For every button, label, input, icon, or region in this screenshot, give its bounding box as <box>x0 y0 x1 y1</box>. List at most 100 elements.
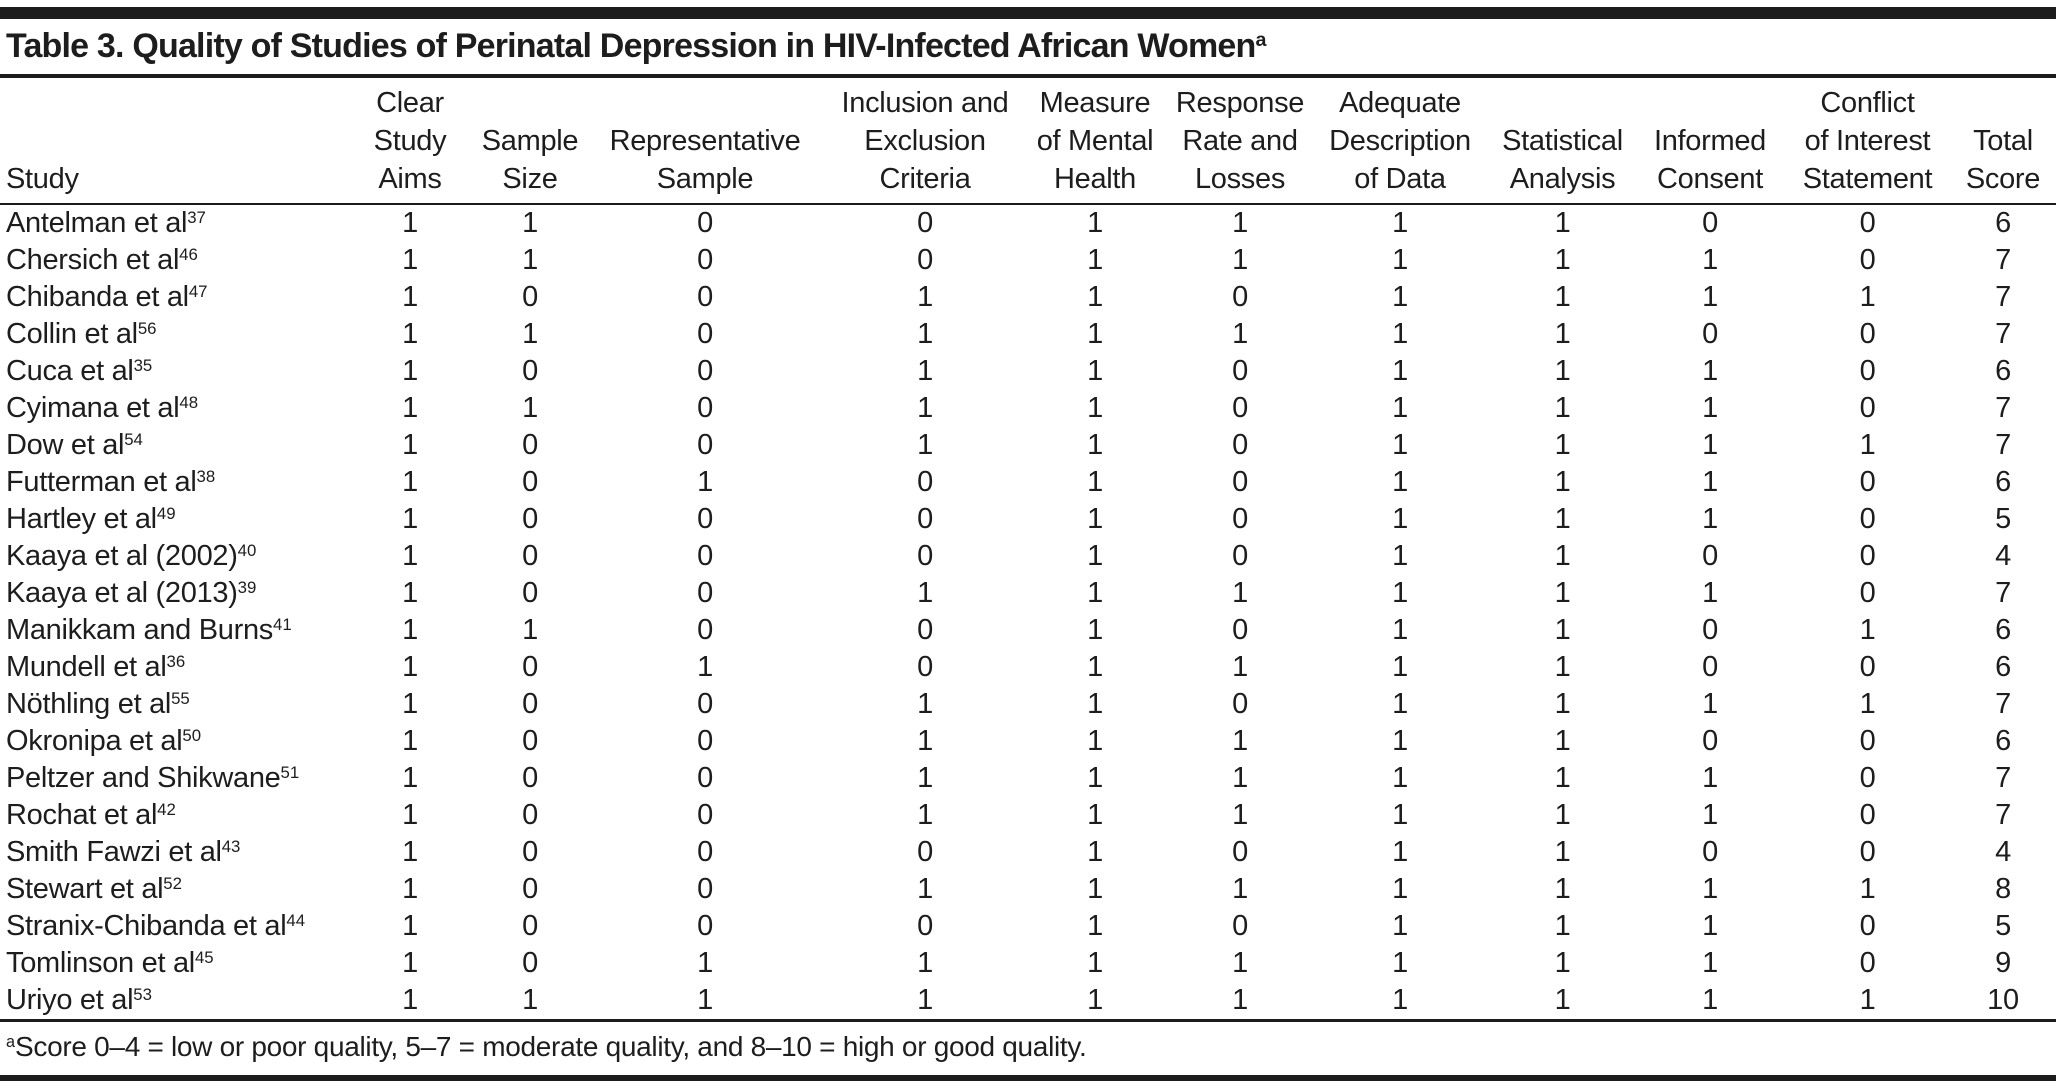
score-cell: 0 <box>697 355 713 387</box>
score-cell: 0 <box>1859 910 1876 942</box>
score-cell: 0 <box>1232 466 1248 498</box>
column-header-conflict-of-interest: Conflict of Interest Statement <box>1785 78 1950 205</box>
score-cell: 1 <box>1702 577 1718 609</box>
score-cell: 1 <box>1087 355 1103 387</box>
score-cell: 0 <box>1232 281 1248 313</box>
total-score-cell: 7 <box>1995 318 2011 350</box>
table-title: Table 3. Quality of Studies of Perinatal… <box>0 19 2056 74</box>
score-cell: 1 <box>402 873 418 905</box>
score-cell: 0 <box>1702 207 1718 239</box>
score-cell: 1 <box>402 281 418 313</box>
column-header-measure-mental-health: Measure of Mental Health <box>1020 78 1170 205</box>
study-cell: Smith Fawzi et al43 <box>6 836 241 868</box>
bottom-rule <box>0 1075 2056 1081</box>
score-cell: 1 <box>917 318 933 350</box>
score-cell: 1 <box>1392 873 1408 905</box>
title-footnote-marker: a <box>1255 29 1267 52</box>
score-cell: 1 <box>917 762 933 794</box>
reference-superscript: 41 <box>273 614 292 634</box>
score-cell: 1 <box>1702 910 1718 942</box>
table-row: Cyimana et al48 1 1 0 1 1 0 1 1 1 0 7 <box>0 390 2056 427</box>
score-cell: 1 <box>917 984 933 1016</box>
table-body: Antelman et al37 1 1 0 0 1 1 1 1 0 0 6 Chersich et a… <box>0 204 2056 1019</box>
score-cell: 0 <box>917 910 933 942</box>
score-cell: 0 <box>1859 577 1876 609</box>
score-cell: 0 <box>697 688 713 720</box>
total-score-cell: 6 <box>1995 725 2011 757</box>
score-cell: 1 <box>917 725 933 757</box>
score-cell: 1 <box>1554 984 1571 1016</box>
study-cell: Cyimana et al48 <box>6 392 199 424</box>
table-row: Futterman et al38 1 0 1 0 1 0 1 1 1 0 6 <box>0 464 2056 501</box>
score-cell: 0 <box>917 244 933 276</box>
score-cell: 1 <box>917 355 933 387</box>
score-cell: 1 <box>917 873 933 905</box>
score-cell: 1 <box>522 614 538 646</box>
table-title-text: Table 3. Quality of Studies of Perinatal… <box>6 27 1256 65</box>
score-cell: 0 <box>1232 392 1248 424</box>
score-cell: 1 <box>402 503 418 535</box>
study-cell: Manikkam and Burns41 <box>6 614 292 646</box>
score-cell: 0 <box>1702 651 1718 683</box>
score-cell: 0 <box>697 244 713 276</box>
score-cell: 0 <box>697 577 713 609</box>
score-cell: 0 <box>1859 540 1876 572</box>
score-cell: 0 <box>697 318 713 350</box>
score-cell: 1 <box>402 577 418 609</box>
score-cell: 1 <box>1087 281 1103 313</box>
reference-superscript: 44 <box>286 910 306 930</box>
header-row: Study Clear Study Aims Sample Size Representat… <box>0 78 2056 205</box>
score-cell: 0 <box>917 207 933 239</box>
reference-superscript: 37 <box>187 207 206 227</box>
score-cell: 1 <box>917 688 933 720</box>
score-cell: 1 <box>1702 355 1718 387</box>
score-cell: 1 <box>402 799 418 831</box>
study-cell: Chersich et al46 <box>6 244 198 276</box>
reference-superscript: 56 <box>137 318 157 338</box>
score-cell: 0 <box>697 762 713 794</box>
score-cell: 1 <box>1232 947 1248 979</box>
score-cell: 0 <box>1702 614 1718 646</box>
table-row: Mundell et al36 1 0 1 0 1 1 1 1 0 0 6 <box>0 649 2056 686</box>
study-cell: Stranix-Chibanda et al44 <box>6 910 306 942</box>
score-cell: 0 <box>522 540 538 572</box>
score-cell: 1 <box>402 429 418 461</box>
score-cell: 1 <box>917 281 933 313</box>
score-cell: 1 <box>1859 429 1876 461</box>
table-row: Smith Fawzi et al43 1 0 0 0 1 0 1 1 0 0 4 <box>0 834 2056 871</box>
total-score-cell: 10 <box>1987 984 2019 1016</box>
score-cell: 0 <box>1859 503 1876 535</box>
study-cell: Rochat et al42 <box>6 799 176 831</box>
score-cell: 0 <box>1232 910 1248 942</box>
score-cell: 1 <box>1702 244 1718 276</box>
score-cell: 1 <box>402 947 418 979</box>
reference-superscript: 55 <box>171 688 190 708</box>
score-cell: 1 <box>1087 318 1103 350</box>
score-cell: 1 <box>1554 688 1571 720</box>
score-cell: 1 <box>1554 466 1571 498</box>
total-score-cell: 5 <box>1995 503 2011 535</box>
study-cell: Kaaya et al (2013)39 <box>6 577 257 609</box>
score-cell: 1 <box>1232 799 1248 831</box>
score-cell: 1 <box>1232 207 1248 239</box>
score-cell: 1 <box>1859 873 1876 905</box>
score-cell: 0 <box>1232 429 1248 461</box>
column-header-statistical-analysis: Statistical Analysis <box>1490 78 1635 205</box>
score-cell: 1 <box>1702 392 1718 424</box>
quality-of-studies-table: Study Clear Study Aims Sample Size Representat… <box>0 78 2056 1019</box>
score-cell: 0 <box>1232 540 1248 572</box>
score-cell: 1 <box>1087 651 1103 683</box>
score-cell: 0 <box>697 614 713 646</box>
score-cell: 1 <box>1232 244 1248 276</box>
score-cell: 1 <box>402 244 418 276</box>
total-score-cell: 4 <box>1995 836 2011 868</box>
score-cell: 1 <box>1087 910 1103 942</box>
score-cell: 1 <box>1392 614 1408 646</box>
score-cell: 1 <box>1554 392 1571 424</box>
table-row: Stranix-Chibanda et al44 1 0 0 0 1 0 1 1 1 0 5 <box>0 908 2056 945</box>
reference-superscript: 54 <box>124 429 143 449</box>
column-header-representative-sample: Representative Sample <box>580 78 830 205</box>
score-cell: 1 <box>1392 910 1408 942</box>
score-cell: 1 <box>402 984 418 1016</box>
table-row: Hartley et al49 1 0 0 0 1 0 1 1 1 0 5 <box>0 501 2056 538</box>
